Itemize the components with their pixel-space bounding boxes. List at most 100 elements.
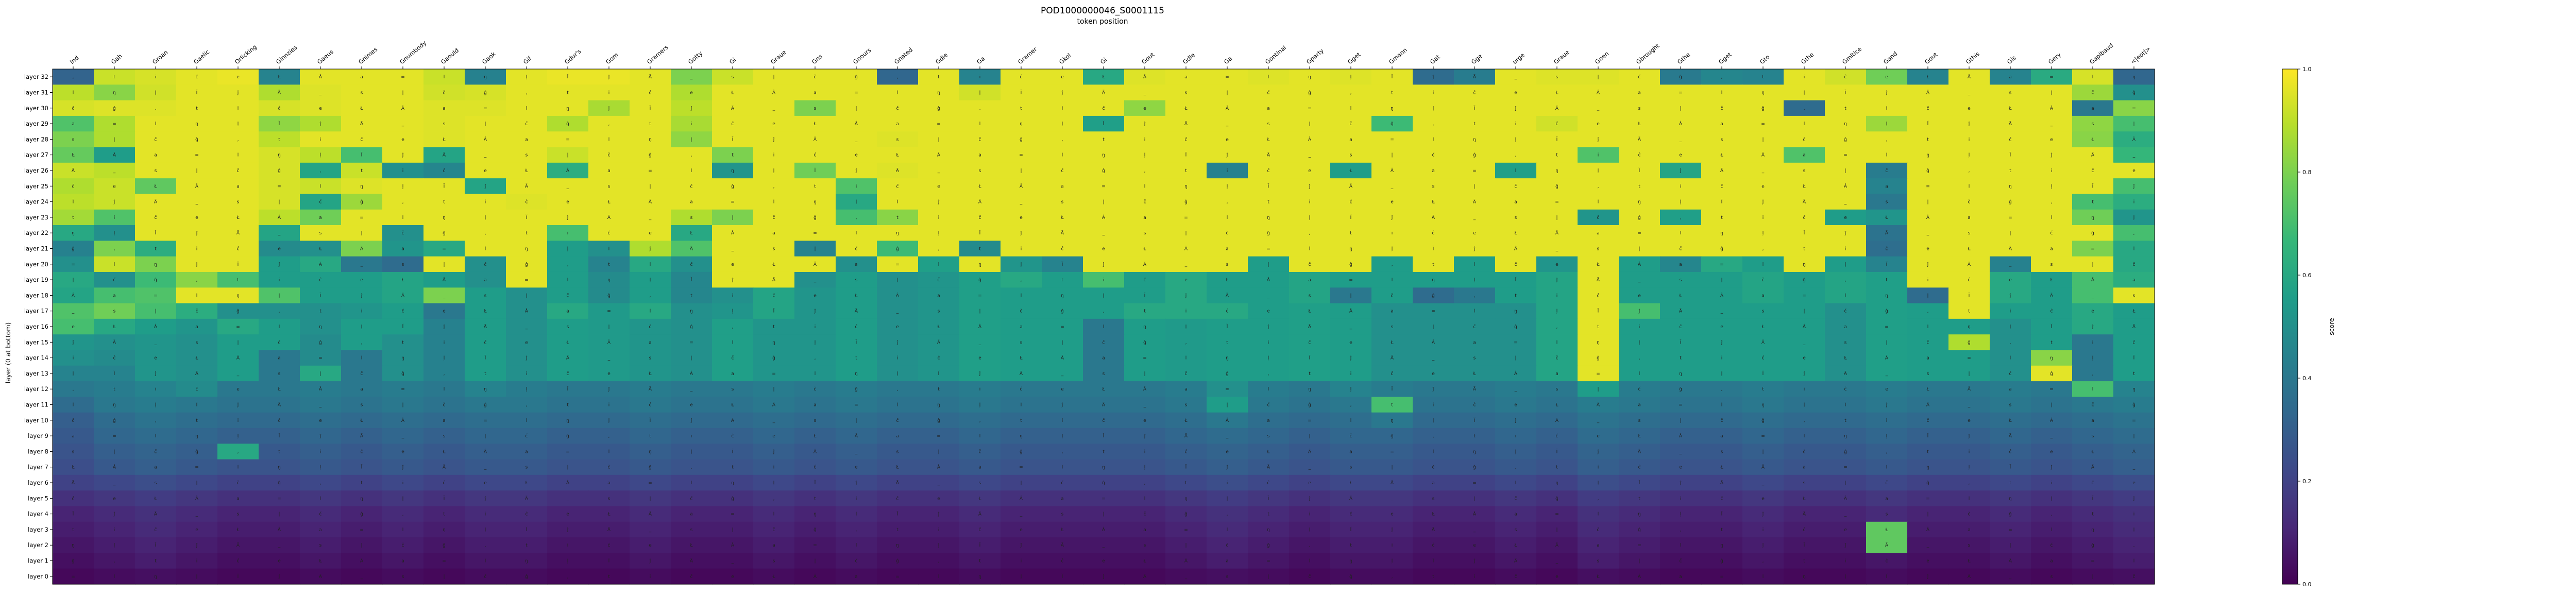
- cell-glyph: a: [1720, 434, 1723, 439]
- cell-glyph: s: [155, 168, 157, 174]
- x-tick-label: Orlicking: [233, 43, 258, 65]
- cell-glyph: s: [2133, 293, 2136, 298]
- heatmap-cell: [712, 115, 754, 132]
- cell-glyph: t: [979, 559, 981, 564]
- cell-glyph: e: [1761, 496, 1765, 501]
- cell-glyph: ĉ: [1556, 121, 1558, 127]
- cell-glyph: i: [1721, 356, 1723, 361]
- cell-glyph: Ĭ: [732, 136, 734, 142]
- cell-glyph: l: [2092, 387, 2094, 392]
- cell-glyph: ĝ: [1349, 262, 1352, 267]
- x-tick-label: Graue: [769, 48, 788, 65]
- cell-glyph: ļ: [1103, 293, 1105, 298]
- x-tick-label: Graue: [1552, 48, 1571, 65]
- cell-glyph: ļ: [2010, 325, 2011, 330]
- cell-glyph: ,: [1433, 122, 1434, 127]
- cell-glyph: č: [1309, 574, 1311, 580]
- cell-glyph: ĝ: [278, 481, 281, 486]
- cell-glyph: ŋ: [649, 449, 652, 454]
- cell-glyph: ĵ: [649, 246, 651, 251]
- cell-glyph: l: [279, 325, 280, 330]
- cell-glyph: Â: [1844, 495, 1848, 501]
- cell-glyph: e: [855, 153, 858, 158]
- cell-glyph: ĵ: [608, 75, 610, 80]
- heatmap-cell: [1948, 178, 1990, 195]
- cell-glyph: |: [938, 449, 939, 454]
- heatmap-cell: [1165, 100, 1207, 116]
- cell-glyph: ĵ: [1309, 496, 1311, 501]
- cell-glyph: t: [896, 528, 899, 533]
- cell-glyph: ļ: [856, 512, 857, 517]
- cell-glyph: |: [1597, 75, 1599, 80]
- cell-glyph: t: [402, 340, 404, 345]
- cell-glyph: ŋ: [649, 137, 652, 142]
- cell-glyph: l: [938, 262, 940, 267]
- cell-glyph: č: [690, 183, 693, 189]
- cell-glyph: s: [1803, 481, 1806, 486]
- cell-glyph: t: [1103, 137, 1105, 142]
- cell-glyph: i: [1392, 543, 1393, 548]
- cell-glyph: Â: [236, 355, 240, 361]
- cell-glyph: ,: [444, 371, 445, 377]
- heatmap-cell: [2072, 100, 2114, 116]
- cell-glyph: ļ: [402, 184, 404, 189]
- cell-glyph: Ä: [360, 433, 364, 439]
- cell-glyph: e: [1844, 528, 1847, 533]
- cell-glyph: a: [319, 215, 322, 220]
- cell-glyph: Ä: [154, 199, 158, 205]
- cell-glyph: a: [1308, 278, 1311, 283]
- heatmap-cell: [506, 178, 548, 195]
- cell-glyph: s: [361, 90, 363, 95]
- heatmap-cell: [382, 241, 424, 257]
- heatmap-cell: [94, 194, 135, 210]
- cell-glyph: e: [443, 309, 446, 314]
- cell-glyph: e: [607, 371, 611, 377]
- heatmap-cell: [1042, 115, 1083, 132]
- x-tick-label: Gi: [728, 56, 737, 66]
- heatmap-cell: [53, 241, 94, 257]
- cell-glyph: ļ: [2051, 496, 2053, 501]
- cell-glyph: i: [1062, 418, 1063, 423]
- cell-glyph: ĉ: [1020, 74, 1023, 80]
- heatmap-cell: [217, 100, 259, 116]
- cell-glyph: i: [1268, 340, 1269, 345]
- cell-glyph: ĵ: [402, 465, 404, 470]
- heatmap-cell: [1289, 209, 1331, 226]
- heatmap-cell: [753, 209, 795, 226]
- cell-glyph: s: [526, 465, 528, 470]
- cell-glyph: ŋ: [978, 574, 981, 580]
- cell-glyph: |: [1762, 449, 1764, 454]
- heatmap-cell: [1660, 115, 1702, 132]
- cell-glyph: ŋ: [72, 231, 75, 236]
- cell-glyph: Â: [1308, 448, 1312, 454]
- cell-glyph: |: [319, 371, 321, 377]
- cell-glyph: s: [690, 528, 693, 533]
- cell-glyph: l: [196, 293, 198, 298]
- cell-glyph: l: [773, 200, 775, 205]
- cell-glyph: s: [1638, 418, 1641, 423]
- cell-glyph: s: [979, 481, 981, 486]
- cell-glyph: ,: [773, 184, 775, 189]
- cell-glyph: ĉ: [72, 496, 75, 501]
- x-tick-label: Gnours: [852, 46, 873, 65]
- cell-glyph: ĵ: [1556, 278, 1558, 283]
- cell-glyph: =: [2132, 106, 2136, 111]
- cell-glyph: Ł: [689, 231, 693, 236]
- cell-glyph: s: [1185, 403, 1188, 408]
- cell-glyph: e: [319, 106, 322, 111]
- cell-glyph: Ł: [1637, 434, 1641, 439]
- cell-glyph: Ł: [1720, 153, 1723, 158]
- cell-glyph: l: [1762, 262, 1764, 267]
- cell-glyph: i: [402, 481, 404, 486]
- cell-glyph: _: [607, 356, 611, 361]
- cell-glyph: =: [1926, 496, 1930, 501]
- cell-glyph: Ĭ: [196, 402, 198, 408]
- cell-glyph: i: [1350, 371, 1352, 377]
- cell-glyph: ĵ: [1061, 90, 1063, 95]
- heatmap-cell: [877, 194, 919, 210]
- heatmap-cell: [2113, 194, 2155, 210]
- cell-glyph: ĝ: [978, 278, 981, 283]
- cell-glyph: a: [978, 153, 981, 158]
- cell-glyph: ļ: [2051, 184, 2053, 189]
- heatmap-cell: [176, 209, 218, 226]
